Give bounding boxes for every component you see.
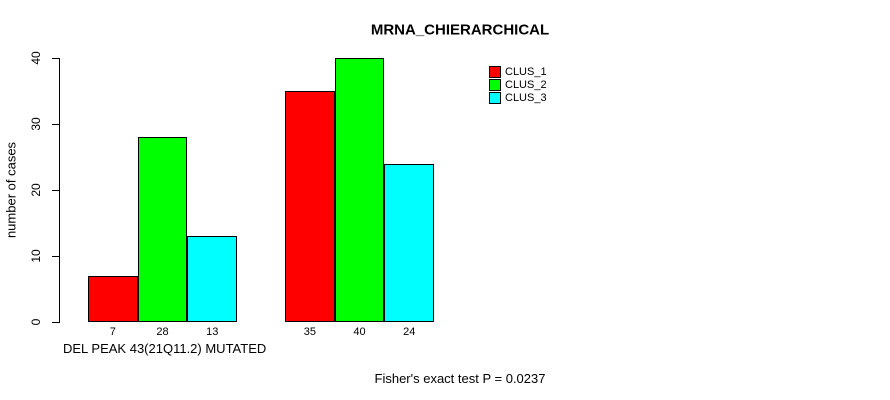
legend-swatch bbox=[489, 66, 501, 78]
bar bbox=[334, 58, 385, 322]
legend-label: CLUS_2 bbox=[505, 79, 547, 91]
chart-title: MRNA_CHIERARCHICAL bbox=[370, 21, 550, 39]
y-tick bbox=[52, 124, 59, 125]
bar bbox=[384, 163, 435, 322]
y-tick bbox=[52, 190, 59, 191]
bar-value-label: 35 bbox=[303, 326, 316, 338]
bar-value-label: 40 bbox=[353, 326, 366, 338]
y-tick-label: 10 bbox=[29, 249, 43, 263]
y-tick-label: 30 bbox=[29, 117, 43, 131]
bar-value-label: 7 bbox=[109, 326, 116, 338]
y-tick-label: 0 bbox=[29, 318, 43, 326]
bar bbox=[285, 91, 335, 322]
y-axis-line bbox=[59, 58, 60, 323]
bar bbox=[187, 236, 238, 322]
bar-value-label: 28 bbox=[156, 326, 169, 338]
y-tick bbox=[52, 322, 59, 323]
y-axis-title: number of cases bbox=[3, 141, 19, 239]
bar-value-label: 13 bbox=[206, 326, 219, 338]
y-tick-label: 40 bbox=[29, 51, 43, 65]
x-axis-group-label: DEL PEAK 43(21Q11.2) MUTATED bbox=[63, 341, 267, 356]
legend-swatch bbox=[489, 79, 501, 91]
y-tick bbox=[52, 256, 59, 257]
legend-swatch bbox=[489, 92, 501, 104]
y-tick-label: 20 bbox=[29, 183, 43, 197]
stat-test-annotation: Fisher's exact test P = 0.0237 bbox=[374, 371, 546, 386]
bar bbox=[137, 137, 188, 322]
y-tick bbox=[52, 58, 59, 59]
legend-label: CLUS_1 bbox=[505, 66, 547, 78]
bar bbox=[88, 275, 138, 322]
legend-label: CLUS_3 bbox=[505, 92, 547, 104]
bar-value-label: 24 bbox=[403, 326, 416, 338]
